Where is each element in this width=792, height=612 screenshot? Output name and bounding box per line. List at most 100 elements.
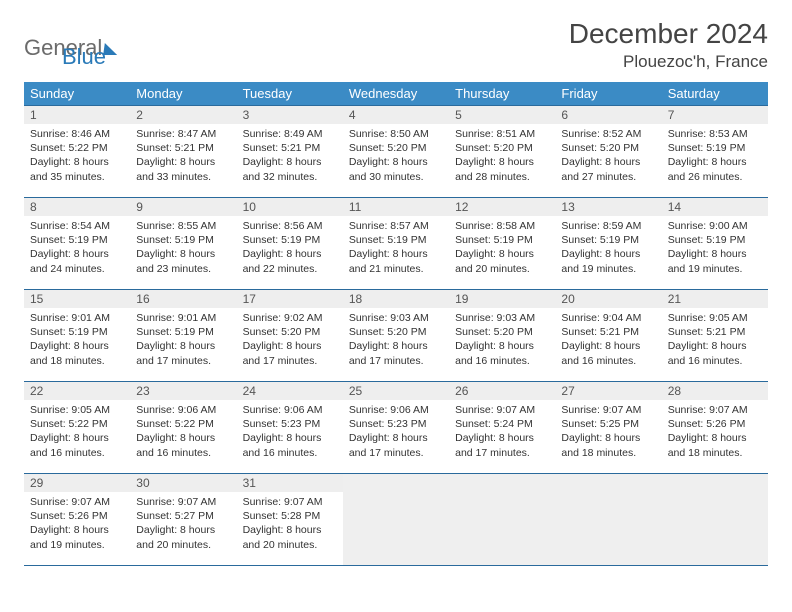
logo-word2: Blue <box>62 44 106 70</box>
day-info: Sunrise: 9:05 AMSunset: 5:22 PMDaylight:… <box>24 400 130 464</box>
empty-cell <box>662 474 768 566</box>
sunset-line: Sunset: 5:21 PM <box>561 325 655 339</box>
sunset-line: Sunset: 5:20 PM <box>349 141 443 155</box>
day-number: 4 <box>343 106 449 124</box>
day-number: 16 <box>130 290 236 308</box>
day-number: 30 <box>130 474 236 492</box>
sunset-line: Sunset: 5:20 PM <box>349 325 443 339</box>
sunrise-line: Sunrise: 9:05 AM <box>30 403 124 417</box>
day-number: 8 <box>24 198 130 216</box>
sunset-line: Sunset: 5:23 PM <box>349 417 443 431</box>
day-info: Sunrise: 9:02 AMSunset: 5:20 PMDaylight:… <box>237 308 343 372</box>
day-number: 27 <box>555 382 661 400</box>
sunrise-line: Sunrise: 8:50 AM <box>349 127 443 141</box>
day-info: Sunrise: 9:06 AMSunset: 5:22 PMDaylight:… <box>130 400 236 464</box>
location: Plouezoc'h, France <box>569 52 768 72</box>
sunrise-line: Sunrise: 9:00 AM <box>668 219 762 233</box>
day-cell: 23Sunrise: 9:06 AMSunset: 5:22 PMDayligh… <box>130 382 236 474</box>
sunrise-line: Sunrise: 8:59 AM <box>561 219 655 233</box>
day-cell: 12Sunrise: 8:58 AMSunset: 5:19 PMDayligh… <box>449 198 555 290</box>
day-number: 6 <box>555 106 661 124</box>
day-number: 5 <box>449 106 555 124</box>
day-info: Sunrise: 8:54 AMSunset: 5:19 PMDaylight:… <box>24 216 130 280</box>
day-info: Sunrise: 9:06 AMSunset: 5:23 PMDaylight:… <box>343 400 449 464</box>
day-cell: 7Sunrise: 8:53 AMSunset: 5:19 PMDaylight… <box>662 106 768 198</box>
sunset-line: Sunset: 5:20 PM <box>455 325 549 339</box>
day-number: 1 <box>24 106 130 124</box>
daylight-line: Daylight: 8 hours and 17 minutes. <box>136 339 230 367</box>
sunset-line: Sunset: 5:26 PM <box>668 417 762 431</box>
day-info: Sunrise: 8:59 AMSunset: 5:19 PMDaylight:… <box>555 216 661 280</box>
sunrise-line: Sunrise: 8:58 AM <box>455 219 549 233</box>
day-info: Sunrise: 9:04 AMSunset: 5:21 PMDaylight:… <box>555 308 661 372</box>
day-cell: 30Sunrise: 9:07 AMSunset: 5:27 PMDayligh… <box>130 474 236 566</box>
day-number: 13 <box>555 198 661 216</box>
calendar-row: 8Sunrise: 8:54 AMSunset: 5:19 PMDaylight… <box>24 198 768 290</box>
daylight-line: Daylight: 8 hours and 32 minutes. <box>243 155 337 183</box>
sunset-line: Sunset: 5:22 PM <box>30 417 124 431</box>
daylight-line: Daylight: 8 hours and 26 minutes. <box>668 155 762 183</box>
sunrise-line: Sunrise: 9:07 AM <box>136 495 230 509</box>
daylight-line: Daylight: 8 hours and 19 minutes. <box>668 247 762 275</box>
sunset-line: Sunset: 5:20 PM <box>455 141 549 155</box>
day-cell: 8Sunrise: 8:54 AMSunset: 5:19 PMDaylight… <box>24 198 130 290</box>
daylight-line: Daylight: 8 hours and 16 minutes. <box>455 339 549 367</box>
calendar-table: SundayMondayTuesdayWednesdayThursdayFrid… <box>24 82 768 566</box>
empty-cell <box>555 474 661 566</box>
day-cell: 17Sunrise: 9:02 AMSunset: 5:20 PMDayligh… <box>237 290 343 382</box>
daylight-line: Daylight: 8 hours and 30 minutes. <box>349 155 443 183</box>
day-cell: 22Sunrise: 9:05 AMSunset: 5:22 PMDayligh… <box>24 382 130 474</box>
day-number: 15 <box>24 290 130 308</box>
sunrise-line: Sunrise: 8:49 AM <box>243 127 337 141</box>
sunset-line: Sunset: 5:19 PM <box>243 233 337 247</box>
day-info: Sunrise: 9:07 AMSunset: 5:26 PMDaylight:… <box>24 492 130 556</box>
day-number: 18 <box>343 290 449 308</box>
day-number: 22 <box>24 382 130 400</box>
day-cell: 29Sunrise: 9:07 AMSunset: 5:26 PMDayligh… <box>24 474 130 566</box>
day-number: 31 <box>237 474 343 492</box>
sunset-line: Sunset: 5:22 PM <box>136 417 230 431</box>
day-cell: 9Sunrise: 8:55 AMSunset: 5:19 PMDaylight… <box>130 198 236 290</box>
daylight-line: Daylight: 8 hours and 24 minutes. <box>30 247 124 275</box>
day-number: 2 <box>130 106 236 124</box>
day-info: Sunrise: 9:05 AMSunset: 5:21 PMDaylight:… <box>662 308 768 372</box>
sunrise-line: Sunrise: 8:55 AM <box>136 219 230 233</box>
sunset-line: Sunset: 5:24 PM <box>455 417 549 431</box>
day-number: 19 <box>449 290 555 308</box>
sunrise-line: Sunrise: 8:57 AM <box>349 219 443 233</box>
day-info: Sunrise: 9:07 AMSunset: 5:27 PMDaylight:… <box>130 492 236 556</box>
daylight-line: Daylight: 8 hours and 19 minutes. <box>561 247 655 275</box>
day-number: 20 <box>555 290 661 308</box>
month-title: December 2024 <box>569 18 768 50</box>
weekday-header: Friday <box>555 82 661 106</box>
daylight-line: Daylight: 8 hours and 20 minutes. <box>243 523 337 551</box>
daylight-line: Daylight: 8 hours and 20 minutes. <box>455 247 549 275</box>
daylight-line: Daylight: 8 hours and 16 minutes. <box>561 339 655 367</box>
day-cell: 1Sunrise: 8:46 AMSunset: 5:22 PMDaylight… <box>24 106 130 198</box>
day-number: 11 <box>343 198 449 216</box>
calendar-row: 15Sunrise: 9:01 AMSunset: 5:19 PMDayligh… <box>24 290 768 382</box>
day-number: 26 <box>449 382 555 400</box>
daylight-line: Daylight: 8 hours and 28 minutes. <box>455 155 549 183</box>
sunset-line: Sunset: 5:19 PM <box>455 233 549 247</box>
day-info: Sunrise: 9:01 AMSunset: 5:19 PMDaylight:… <box>130 308 236 372</box>
day-cell: 18Sunrise: 9:03 AMSunset: 5:20 PMDayligh… <box>343 290 449 382</box>
daylight-line: Daylight: 8 hours and 18 minutes. <box>668 431 762 459</box>
sunset-line: Sunset: 5:19 PM <box>30 233 124 247</box>
day-cell: 15Sunrise: 9:01 AMSunset: 5:19 PMDayligh… <box>24 290 130 382</box>
day-info: Sunrise: 8:57 AMSunset: 5:19 PMDaylight:… <box>343 216 449 280</box>
sunset-line: Sunset: 5:27 PM <box>136 509 230 523</box>
daylight-line: Daylight: 8 hours and 17 minutes. <box>243 339 337 367</box>
weekday-header: Monday <box>130 82 236 106</box>
daylight-line: Daylight: 8 hours and 35 minutes. <box>30 155 124 183</box>
sunset-line: Sunset: 5:19 PM <box>349 233 443 247</box>
day-number: 28 <box>662 382 768 400</box>
sunrise-line: Sunrise: 8:52 AM <box>561 127 655 141</box>
sunrise-line: Sunrise: 9:07 AM <box>243 495 337 509</box>
weekday-header-row: SundayMondayTuesdayWednesdayThursdayFrid… <box>24 82 768 106</box>
day-info: Sunrise: 8:49 AMSunset: 5:21 PMDaylight:… <box>237 124 343 188</box>
day-info: Sunrise: 9:00 AMSunset: 5:19 PMDaylight:… <box>662 216 768 280</box>
sunset-line: Sunset: 5:19 PM <box>136 325 230 339</box>
daylight-line: Daylight: 8 hours and 22 minutes. <box>243 247 337 275</box>
weekday-header: Wednesday <box>343 82 449 106</box>
